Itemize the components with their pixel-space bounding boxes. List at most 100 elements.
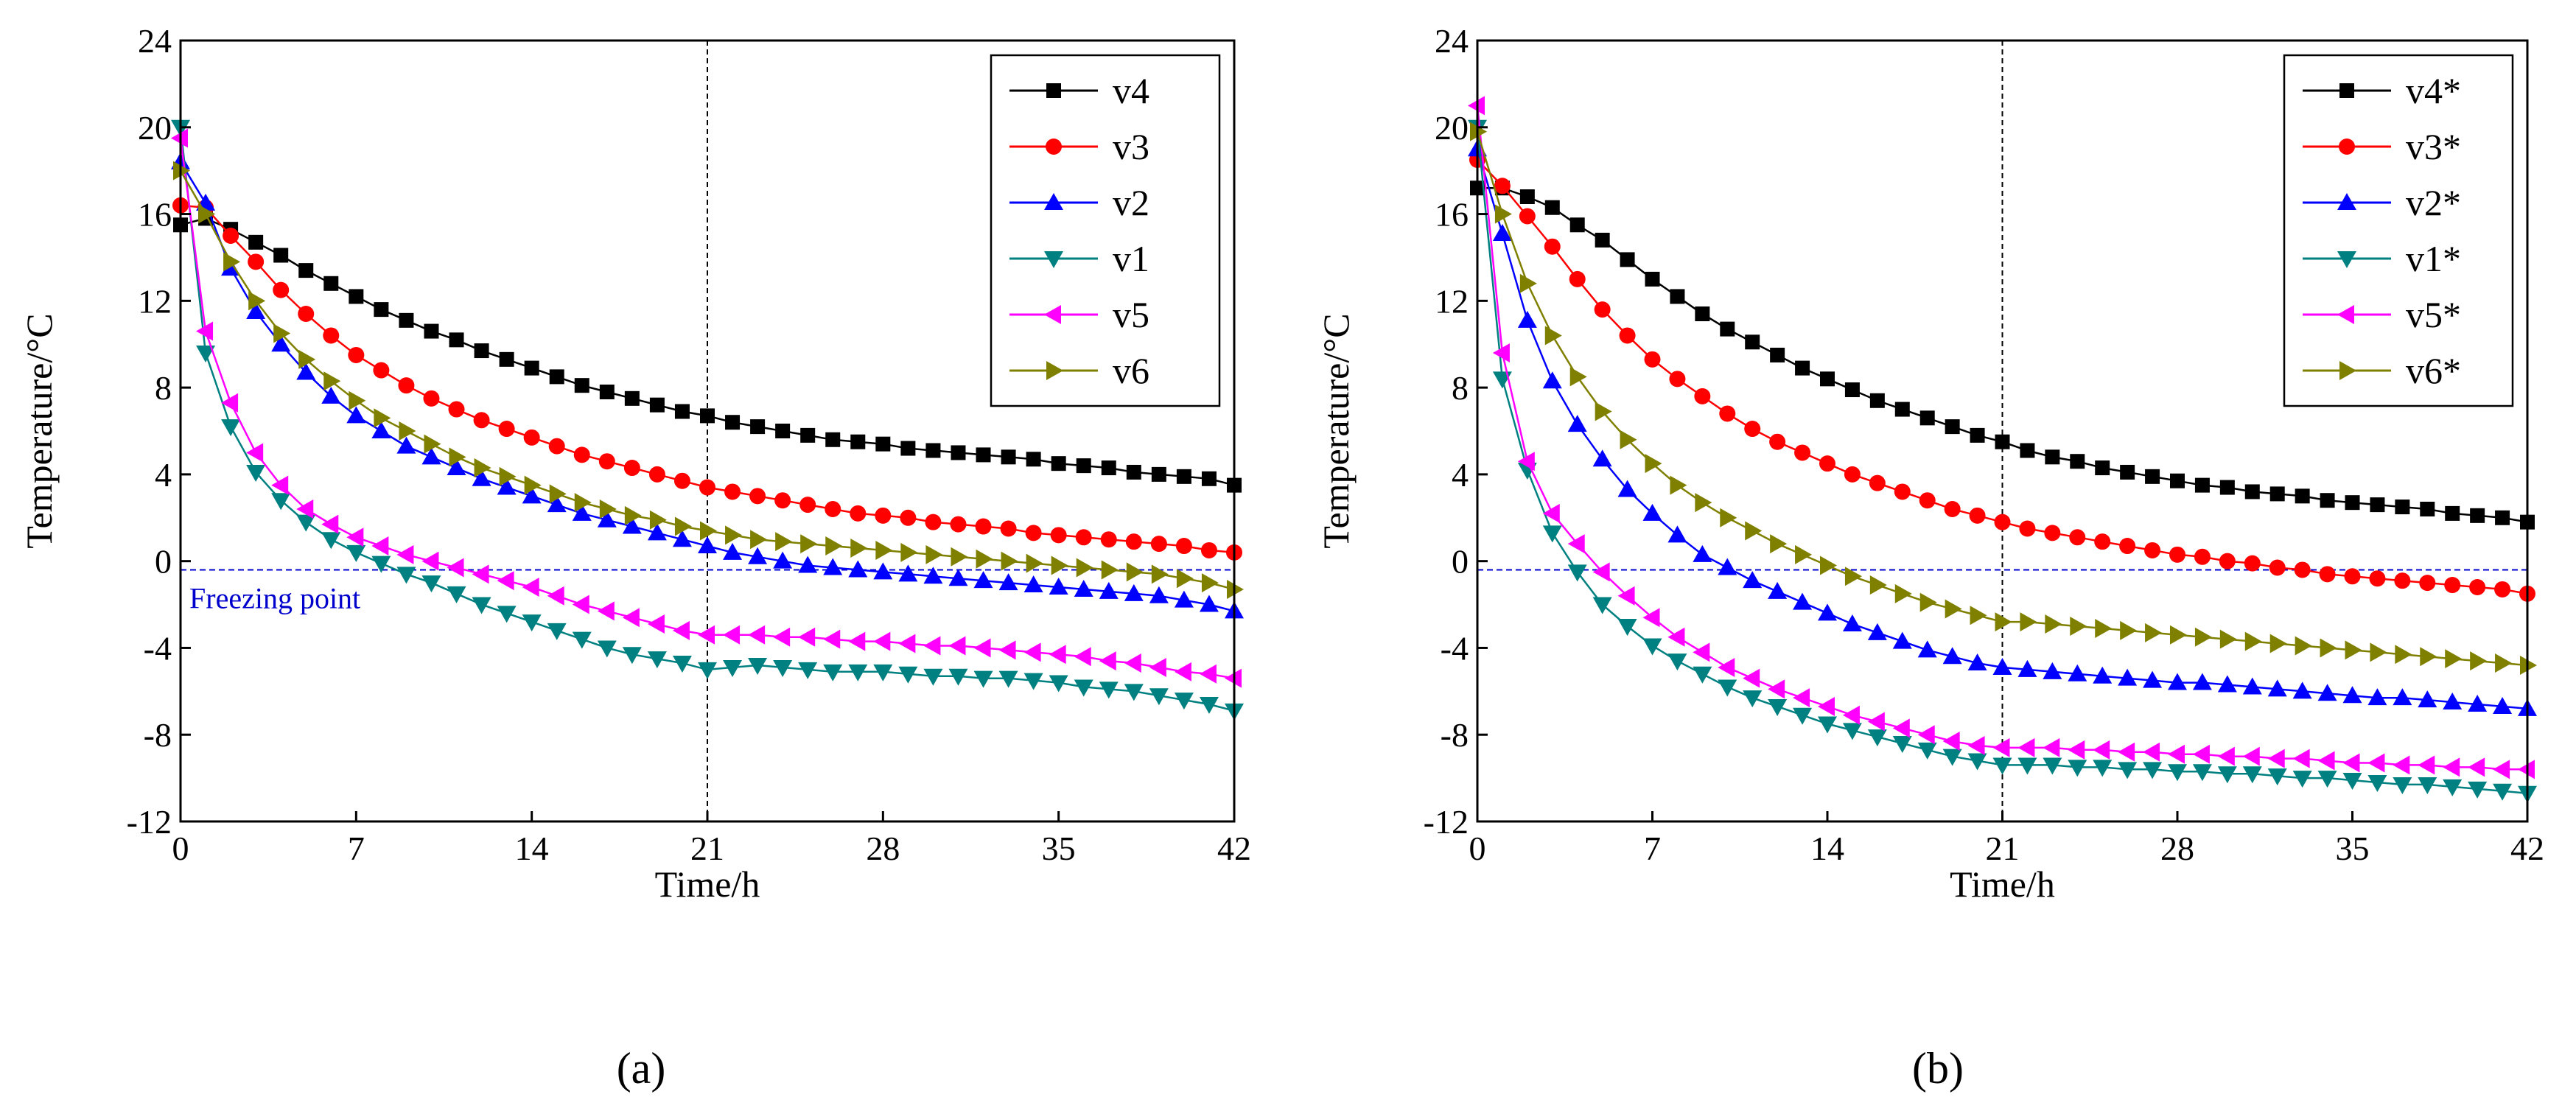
data-point-v3: [950, 516, 967, 533]
data-point-v4: [1076, 458, 1091, 474]
data-point-v6*: [2120, 620, 2138, 640]
data-point-v3: [799, 497, 816, 514]
data-point-v5: [296, 500, 314, 519]
data-point-v2*: [2143, 670, 2163, 688]
data-point-v2: [873, 562, 893, 580]
y-tick-label-b: 16: [1435, 196, 1469, 234]
data-point-v6: [1176, 569, 1194, 589]
data-point-v6*: [2320, 638, 2337, 658]
data-point-v4*: [2395, 500, 2410, 515]
data-point-v4: [248, 234, 264, 250]
data-point-v2: [647, 523, 667, 541]
data-point-v2: [698, 536, 717, 554]
data-point-v6: [248, 291, 266, 311]
data-point-v3: [1025, 525, 1042, 542]
data-point-v6: [775, 532, 793, 552]
data-point-v6*: [1820, 555, 1837, 575]
data-point-v4*: [1919, 410, 1935, 426]
data-point-v6*: [2495, 653, 2513, 673]
data-point-v2*: [2068, 664, 2087, 681]
data-point-v1*: [1617, 619, 1637, 636]
data-point-v6*: [1595, 402, 1612, 421]
x-tick-label-a: 35: [1042, 830, 1076, 867]
data-point-v3*: [2369, 570, 2386, 587]
data-point-v1*: [1567, 564, 1587, 582]
data-point-v5*: [1793, 688, 1810, 708]
data-point-v1*: [2168, 764, 2187, 782]
data-point-v5: [371, 536, 389, 556]
data-point-v6: [223, 252, 241, 272]
data-point-v2*: [2043, 662, 2062, 679]
data-point-v5: [196, 321, 214, 341]
data-point-v1: [196, 346, 216, 362]
data-point-v3: [523, 429, 540, 446]
data-point-v4: [273, 248, 289, 263]
data-point-v5*: [1642, 608, 1660, 628]
series-v3: [172, 197, 1242, 561]
data-point-v2*: [2217, 675, 2237, 693]
data-point-v6*: [2045, 614, 2062, 634]
series-v1: [171, 119, 1244, 721]
x-tick-label-b: 7: [1644, 830, 1661, 867]
data-point-v3: [298, 306, 315, 322]
data-point-v4*: [1844, 382, 1860, 398]
data-point-v6: [499, 466, 517, 486]
data-point-v5*: [1567, 534, 1585, 554]
data-point-v6*: [2145, 623, 2163, 642]
data-point-v3*: [1894, 483, 1911, 500]
data-point-v6: [298, 349, 316, 369]
data-point-v4: [976, 447, 991, 463]
data-point-v3*: [1619, 327, 1636, 344]
x-tick-label-a: 28: [866, 830, 900, 867]
legend-label-v5*: v5*: [2406, 294, 2461, 335]
data-point-v1: [271, 493, 291, 511]
data-point-v4: [474, 343, 489, 359]
data-point-v5*: [1818, 696, 1835, 716]
legend-marker-v6: [1046, 361, 1063, 380]
data-point-v2*: [1492, 224, 1512, 242]
data-point-v4*: [1645, 271, 1660, 287]
data-point-v5*: [2468, 757, 2485, 777]
data-point-v3*: [2244, 555, 2261, 572]
data-point-v1*: [1718, 679, 1737, 697]
data-point-v5*: [2493, 760, 2510, 779]
data-point-v1: [647, 651, 667, 669]
data-point-v4*: [2470, 508, 2485, 523]
data-point-v1: [522, 614, 542, 632]
data-point-v5: [647, 614, 665, 634]
data-point-v3*: [2269, 559, 2286, 576]
data-point-v6*: [1894, 583, 1912, 603]
data-point-v6: [323, 371, 341, 391]
data-point-v4*: [1569, 217, 1585, 233]
data-point-v1*: [1542, 525, 1562, 543]
data-point-v3*: [2169, 546, 2185, 563]
series-v1*: [1468, 119, 2537, 803]
x-tick-label-b: 35: [2336, 830, 2370, 867]
legend-label-v6*: v6*: [2406, 350, 2461, 391]
data-point-v5: [522, 578, 539, 597]
data-point-v6: [951, 547, 968, 567]
data-point-v2: [1149, 586, 1169, 603]
series-v3*: [1469, 151, 2535, 602]
data-point-v4: [900, 441, 916, 456]
data-point-v6: [599, 500, 617, 519]
data-point-v1*: [1743, 690, 1763, 708]
data-point-v1*: [2342, 773, 2362, 791]
legend-marker-v2: [1044, 193, 1063, 210]
data-point-v6*: [1945, 599, 1962, 619]
y-tick-label-a: -12: [127, 803, 172, 841]
y-tick-label-a: -8: [144, 716, 172, 754]
data-point-v6*: [2395, 645, 2412, 665]
data-point-v1*: [2317, 771, 2337, 788]
legend-label-v2: v2: [1113, 182, 1149, 223]
data-point-v2: [321, 386, 341, 404]
data-point-v3: [1125, 533, 1142, 550]
legend-marker-v1*: [2337, 251, 2356, 268]
data-point-v1: [1149, 688, 1169, 706]
data-point-v6*: [1670, 475, 1687, 495]
data-point-v2: [823, 558, 843, 575]
data-point-v2: [748, 547, 768, 564]
data-point-v4: [800, 427, 816, 443]
data-point-v5: [698, 625, 715, 645]
data-point-v5*: [1892, 718, 1910, 738]
